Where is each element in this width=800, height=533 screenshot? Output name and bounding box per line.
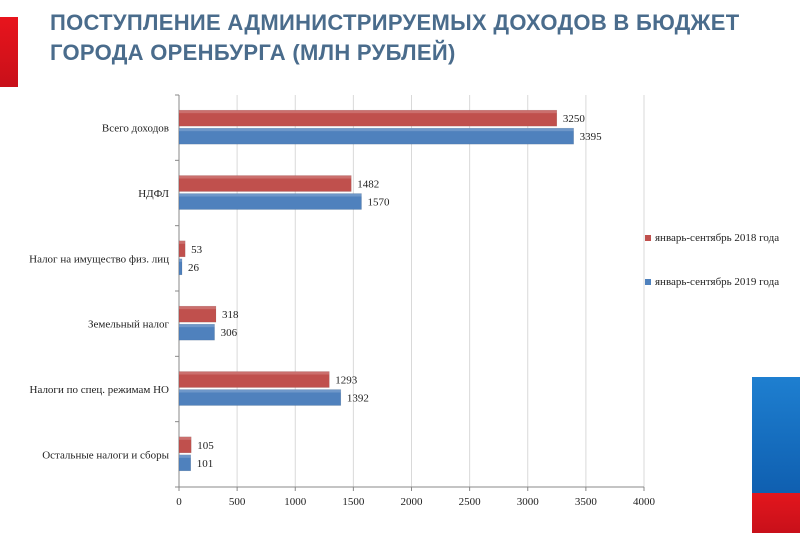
- bar-highlight: [179, 454, 191, 458]
- chart-bars: [178, 109, 574, 472]
- chart-tick-labels: 0 500 1000 1500 2000 2500 3000 3500 4000: [176, 496, 655, 508]
- legend-swatch-2019: [645, 279, 651, 286]
- bar-highlight: [179, 436, 192, 440]
- category-label: Остальные налоги и сборы: [42, 449, 169, 461]
- legend-label-2019: январь-сентябрь 2019 года: [655, 276, 780, 288]
- category-label: Всего доходов: [102, 123, 169, 135]
- value-label: 306: [221, 327, 238, 339]
- bar-2019: [178, 127, 574, 145]
- bar-2019: [178, 389, 342, 406]
- bar-highlight: [179, 371, 330, 375]
- x-tick-label: 2500: [459, 496, 482, 508]
- x-tick-label: 2000: [401, 496, 424, 508]
- right-red-accent-bar: [752, 493, 800, 533]
- x-tick-label: 3000: [517, 496, 540, 508]
- x-tick-label: 1000: [284, 496, 307, 508]
- category-label: Земельный налог: [88, 319, 170, 331]
- right-blue-accent-bar: [752, 377, 800, 493]
- value-label: 1392: [347, 393, 369, 405]
- value-label: 53: [191, 244, 203, 256]
- value-label: 101: [197, 458, 214, 470]
- value-label: 105: [197, 440, 214, 452]
- category-label: НДФЛ: [138, 188, 169, 200]
- bar-highlight: [179, 110, 557, 114]
- legend-item-2019: январь-сентябрь 2019 года: [645, 276, 779, 288]
- value-label: 26: [188, 262, 200, 274]
- bar-highlight: [179, 324, 215, 328]
- legend-swatch-2018: [645, 235, 651, 242]
- legend-item-2018: январь-сентябрь 2018 года: [645, 232, 779, 244]
- category-label: Налог на имущество физ. лиц: [29, 253, 169, 265]
- bar-2018: [178, 240, 186, 258]
- chart-value-labels: 3250 3395 1482 1570 53 26 318 306 1293 1392 105 101: [188, 113, 602, 470]
- bar-2018: [178, 175, 352, 192]
- bar-2018: [178, 436, 192, 454]
- bar-2019: [178, 193, 362, 210]
- chart-category-labels: Всего доходов НДФЛ Налог на имущество физ.…: [29, 123, 169, 462]
- bar-highlight: [179, 128, 574, 132]
- value-label: 1293: [335, 375, 358, 387]
- bar-highlight: [179, 175, 352, 179]
- x-tick-label: 3500: [575, 496, 598, 508]
- chart-axis: [175, 94, 645, 491]
- bar-2019: [178, 258, 183, 276]
- bar-2019: [178, 323, 215, 341]
- value-label: 318: [222, 309, 239, 321]
- x-tick-label: 0: [176, 496, 182, 508]
- page-title: ПОСТУПЛЕНИЕ АДМИНИСТРИРУЕМЫХ ДОХОДОВ В Б…: [50, 10, 740, 65]
- bar-highlight: [179, 240, 186, 244]
- x-tick-label: 1500: [342, 496, 365, 508]
- value-label: 3395: [580, 131, 603, 143]
- x-tick-label: 500: [229, 496, 246, 508]
- bar-2019: [178, 454, 191, 472]
- bar-highlight: [179, 193, 362, 197]
- value-label: 3250: [563, 113, 586, 125]
- legend-label-2018: январь-сентябрь 2018 года: [655, 232, 780, 244]
- bar-2018: [178, 305, 217, 323]
- left-red-accent-bar: [0, 17, 18, 87]
- chart-gridlines: [178, 95, 645, 487]
- bar-highlight: [179, 306, 216, 310]
- value-label: 1570: [368, 197, 391, 209]
- x-tick-label: 4000: [633, 496, 656, 508]
- category-label: Налоги по спец. режимам НО: [30, 384, 170, 396]
- bar-2018: [178, 109, 558, 127]
- value-label: 1482: [357, 179, 379, 191]
- bar-highlight: [179, 389, 341, 393]
- bar-2018: [178, 371, 330, 388]
- bar-highlight: [179, 258, 183, 262]
